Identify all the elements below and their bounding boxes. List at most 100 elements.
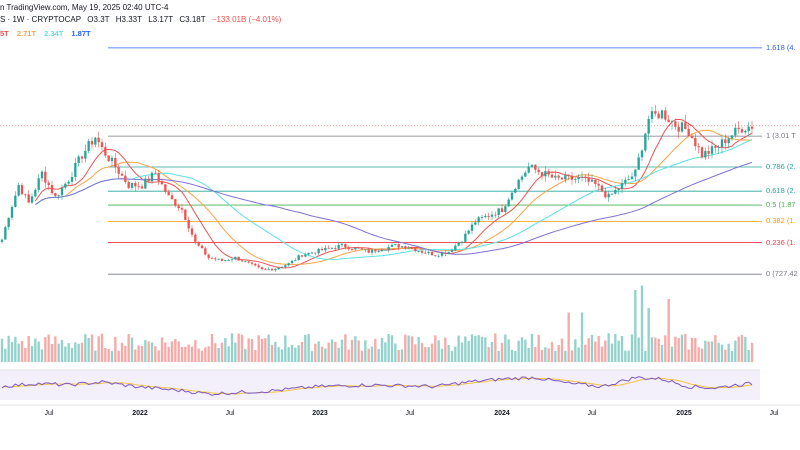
volume-bar xyxy=(504,334,507,362)
candle-body xyxy=(44,171,47,183)
candle-body xyxy=(47,182,50,186)
ma-mid-value: 2.71T xyxy=(16,29,37,38)
candle-body xyxy=(524,172,527,177)
volume-bar xyxy=(697,347,700,362)
candle-body xyxy=(377,251,380,253)
candle-body xyxy=(434,255,437,257)
volume-bar xyxy=(720,344,724,362)
volume-bar xyxy=(350,339,354,362)
candle-body xyxy=(740,129,744,133)
candle-body xyxy=(597,184,600,186)
candle-body xyxy=(80,156,84,159)
volume-bar xyxy=(110,350,114,362)
volume-bar xyxy=(247,338,250,362)
candle-body xyxy=(644,133,647,151)
candle-body xyxy=(270,269,274,271)
volume-bar xyxy=(130,337,134,362)
candle-body xyxy=(240,260,244,262)
volume-bar xyxy=(727,343,730,362)
candle-body xyxy=(190,228,194,235)
volume-bar xyxy=(600,346,604,362)
volume-bar xyxy=(647,308,650,362)
candle-body xyxy=(194,234,197,242)
candle-body xyxy=(547,171,550,175)
volume-bar xyxy=(157,350,160,362)
candle-body xyxy=(127,181,130,188)
candle-body xyxy=(200,245,204,249)
volume-bar xyxy=(114,336,117,362)
volume-bar xyxy=(544,347,547,362)
volume-bar xyxy=(94,350,97,362)
volume-bar xyxy=(34,338,37,362)
candle-body xyxy=(100,142,104,148)
volume-bar xyxy=(547,348,550,362)
volume-bar xyxy=(657,338,660,362)
rsi-ma-line xyxy=(1,377,753,395)
volume-bar xyxy=(437,340,440,362)
candle-body xyxy=(520,176,524,180)
candle-body xyxy=(144,178,147,189)
volume-bar xyxy=(120,342,124,362)
volume-bar xyxy=(484,337,487,362)
candle-body xyxy=(264,269,267,270)
volume-bar xyxy=(90,334,94,362)
candle-body xyxy=(504,206,507,213)
volume-bar xyxy=(150,342,154,362)
volume-bar xyxy=(50,343,54,362)
candle-body xyxy=(370,249,374,253)
volume-bar xyxy=(290,344,294,362)
candle-body xyxy=(750,126,754,129)
candle-body xyxy=(307,252,310,255)
volume-bar xyxy=(640,285,644,362)
ma-values: 5T 2.71T 2.34T 1.87T xyxy=(0,29,97,38)
candle-body xyxy=(707,151,710,154)
x-tick: Jul xyxy=(769,410,779,417)
volume-bar xyxy=(204,347,207,362)
candle-body xyxy=(197,241,200,246)
header-symbol: S · 1W · CRYPTOCAP xyxy=(0,15,82,24)
volume-bar xyxy=(584,344,587,362)
candle-body xyxy=(737,127,740,130)
candle-body xyxy=(400,246,404,248)
candle-body xyxy=(90,141,94,145)
volume-bar xyxy=(124,345,127,362)
volume-bar xyxy=(564,350,567,362)
candle-body xyxy=(550,174,554,178)
candle-body xyxy=(24,194,27,196)
volume-bar xyxy=(84,334,87,362)
candle-body xyxy=(330,247,334,249)
volume-bar xyxy=(434,335,437,362)
volume-bar xyxy=(30,345,34,362)
volume-bar xyxy=(524,339,527,362)
candle-body xyxy=(227,260,230,261)
volume-bar xyxy=(167,346,170,362)
candle-body xyxy=(120,173,124,176)
volume-bar xyxy=(664,335,667,362)
candle-body xyxy=(290,260,294,264)
volume-bar xyxy=(637,337,640,362)
candle-body xyxy=(327,247,330,249)
candle-body xyxy=(60,187,64,196)
candle-body xyxy=(700,147,704,158)
volume-bar xyxy=(314,343,317,362)
candle-body xyxy=(457,242,460,246)
ma-long-value: 1.87T xyxy=(71,29,91,38)
volume-bar xyxy=(347,349,350,362)
volume-bar xyxy=(200,350,204,362)
candle-body xyxy=(540,172,544,177)
volume-bar xyxy=(337,347,340,362)
volume-bar xyxy=(324,348,327,362)
candle-body xyxy=(654,111,657,114)
volume-bar xyxy=(687,349,690,362)
volume-bar xyxy=(404,334,407,362)
volume-bar xyxy=(344,334,347,362)
volume-bar xyxy=(694,337,697,362)
volume-bar xyxy=(364,340,367,362)
candle-body xyxy=(70,176,74,182)
candle-body xyxy=(74,162,77,177)
candle-body xyxy=(347,247,350,250)
rsi-line xyxy=(1,376,753,396)
volume-bar xyxy=(360,350,364,362)
volume-bar xyxy=(400,349,404,362)
candle-body xyxy=(404,246,407,249)
